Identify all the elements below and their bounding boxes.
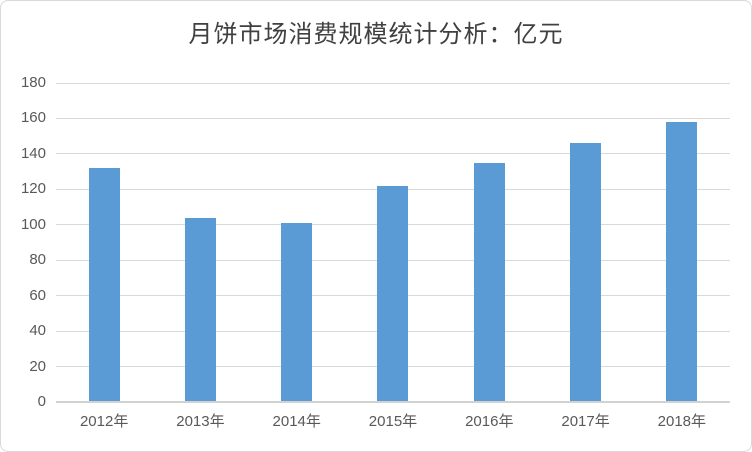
gridline-180: [56, 82, 730, 84]
y-tick-label-180: 180: [20, 74, 46, 91]
x-tick-label-2014年: 2014年: [272, 413, 321, 430]
gridline-160: [56, 117, 730, 119]
bar-series: [56, 83, 730, 402]
x-tick-label-2017年: 2017年: [561, 413, 610, 430]
bar-2014年: [281, 223, 313, 402]
bar-2017年: [570, 143, 602, 402]
x-tick-label-2013年: 2013年: [176, 413, 225, 430]
x-tick-label-2018年: 2018年: [657, 413, 707, 430]
x-tick-label-2015年: 2015年: [368, 413, 418, 430]
y-tick-label-80: 80: [29, 251, 46, 269]
y-tick-label-60: 60: [29, 286, 46, 304]
x-axis-line: [56, 401, 730, 403]
y-axis-tick-labels: 0 20 40 60 80 100 120 140 160 180: [1, 74, 46, 410]
bar-column-2013年: [152, 83, 248, 402]
bar-2018年: [666, 122, 698, 402]
y-tick-label-40: 40: [29, 322, 46, 340]
bar-column-2018年: [634, 83, 730, 402]
bar-column-2014年: [249, 83, 345, 402]
bar-2013年: [184, 218, 216, 402]
bar-2012年: [88, 168, 120, 402]
y-tick-label-160: 160: [20, 109, 46, 127]
y-tick-label-0: 0: [37, 393, 46, 410]
bar-column-2016年: [441, 83, 537, 402]
plot-area: [56, 82, 730, 403]
bar-2016年: [473, 163, 505, 402]
x-axis-tick-labels: 2012年 2013年 2014年 2015年 2016年 2017年 2018年: [56, 410, 730, 431]
bar-2015年: [377, 186, 409, 402]
y-tick-label-120: 120: [20, 180, 46, 198]
y-tick-label-100: 100: [20, 215, 46, 233]
gridline-140: [56, 153, 730, 155]
y-tick-label-140: 140: [20, 144, 46, 162]
y-tick-label-20: 20: [29, 357, 46, 375]
x-tick-label-2016年: 2016年: [465, 413, 514, 430]
bar-column-2017年: [537, 83, 633, 402]
chart-title: 月饼市场消费规模统计分析：亿元: [188, 21, 564, 48]
x-tick-label-2012年: 2012年: [79, 413, 129, 430]
bar-column-2015年: [345, 83, 441, 402]
bar-column-2012年: [56, 83, 152, 402]
